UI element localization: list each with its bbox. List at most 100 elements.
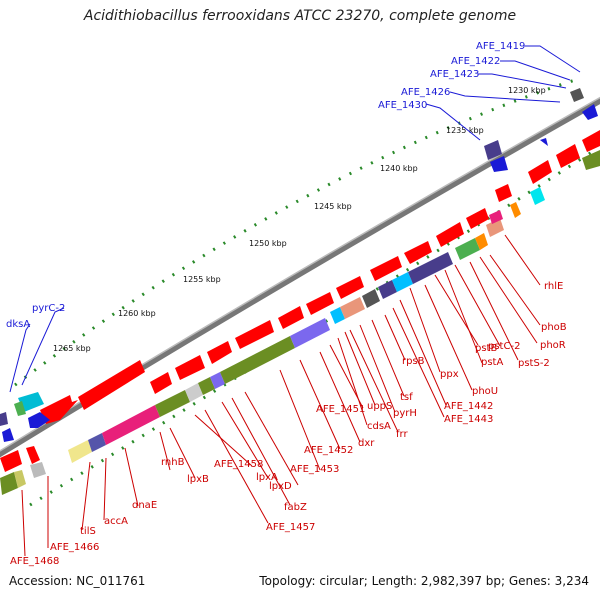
gene-arrow	[235, 320, 274, 349]
scale-tick-label: 1245 kbp	[314, 202, 352, 211]
gene-label-afe-1468: AFE_1468	[10, 556, 59, 567]
gene-label-rnhb: rnhB	[161, 457, 185, 468]
gene-label-afe-1422: AFE_1422	[451, 56, 500, 67]
gene-label-lpxa: lpxA	[256, 472, 278, 483]
gene-label-afe-1419: AFE_1419	[476, 41, 525, 52]
category-block	[102, 405, 160, 445]
gene-block	[18, 392, 44, 412]
blue-gene-label-text: AFE_1419 AFE_1422 AFE_1423 AFE_1426 AFE_…	[6, 41, 525, 330]
category-block	[408, 252, 453, 284]
category-block	[530, 187, 545, 205]
category-block	[486, 218, 504, 237]
gene-label-afe-1466: AFE_1466	[50, 542, 99, 553]
gene-label-phou: phoU	[472, 386, 498, 397]
gene-arrow	[175, 355, 205, 380]
gene-block	[570, 88, 584, 102]
forward-genes	[0, 130, 600, 472]
gene-label-lpxd: lpxD	[269, 481, 292, 492]
genome-summary-text: Topology: circular; Length: 2,982,397 bp…	[259, 574, 589, 588]
scale-arc	[14, 78, 576, 387]
category-block	[198, 377, 215, 395]
gene-label-dksa: dksA	[6, 319, 30, 330]
gene-arrow	[495, 184, 512, 202]
category-block	[88, 433, 106, 452]
gene-category-band	[0, 150, 600, 495]
category-block	[455, 238, 480, 260]
red-gene-leaders	[21, 234, 541, 557]
map-title: Acidithiobacillus ferrooxidans ATCC 2327…	[83, 8, 517, 24]
scale-tick-label: 1240 kbp	[380, 164, 418, 173]
category-block	[475, 233, 488, 250]
gene-label-afe-1423: AFE_1423	[430, 69, 479, 80]
gene-arrow	[404, 241, 432, 264]
gene-label-tsf: tsf	[400, 392, 413, 403]
scale-tick-label: 1265 kbp	[53, 344, 91, 353]
scale-tick-label: 1260 kbp	[118, 309, 156, 318]
gene-block	[14, 401, 26, 416]
genome-backbone-highlight	[0, 96, 600, 452]
gene-arrow	[370, 256, 402, 281]
category-block	[330, 307, 345, 324]
gene-arrow	[207, 341, 232, 364]
category-block	[185, 383, 203, 402]
category-block	[378, 280, 397, 299]
gene-arrow	[436, 222, 464, 247]
gene-label-lpxb: lpxB	[187, 474, 209, 485]
gene-label-pyrc-2: pyrC-2	[32, 303, 65, 314]
gene-label-afe-1430: AFE_1430	[378, 100, 427, 111]
gene-arrow	[2, 428, 14, 442]
gene-arrow	[278, 306, 304, 329]
accession-text: Accession: NC_011761	[9, 574, 146, 588]
gene-label-dxr: dxr	[358, 438, 375, 449]
gene-arrow	[582, 104, 598, 120]
gene-label-pstc-2: pstC-2	[488, 341, 520, 352]
gene-arrow	[540, 138, 548, 146]
category-block	[210, 372, 225, 389]
category-block	[582, 150, 600, 170]
gene-label-dnae: dnaE	[132, 500, 157, 511]
category-block	[392, 272, 413, 292]
blue-gene-labels	[9, 45, 581, 393]
gene-label-psta: pstA	[481, 357, 503, 368]
gene-arrow	[528, 160, 552, 184]
gene-label-afe-1453: AFE_1453	[290, 464, 339, 475]
gene-label-pyrh: pyrH	[393, 408, 417, 419]
gene-label-acca: accA	[104, 516, 128, 527]
gene-label-cdsa: cdsA	[367, 421, 391, 432]
category-block	[30, 462, 46, 478]
gene-label-afe-1457: AFE_1457	[266, 522, 315, 533]
gene-arrow	[582, 130, 600, 152]
red-gene-label-text: rhlE phoB phoR pstS-2 pstC-2 pstA pstB p…	[10, 281, 567, 567]
scale-ticks: 1230 kbp 1235 kbp 1240 kbp 1245 kbp 1250…	[53, 86, 546, 353]
category-block	[68, 440, 92, 463]
gene-label-phob: phoB	[541, 322, 567, 333]
gene-label-rhle: rhlE	[544, 281, 563, 292]
scale-tick-label: 1235 kbp	[446, 126, 484, 135]
gene-label-pstb: pstB	[475, 343, 497, 354]
category-block	[362, 289, 380, 308]
gene-arrow	[28, 412, 50, 428]
category-block	[0, 472, 18, 495]
gene-arrow	[78, 360, 145, 410]
category-block	[14, 470, 26, 488]
gene-label-fabz: fabZ	[284, 502, 307, 513]
category-block	[510, 202, 521, 218]
gene-label-phor: phoR	[540, 340, 566, 351]
gene-label-afe-1442: AFE_1442	[444, 401, 493, 412]
category-block	[290, 318, 330, 348]
gene-label-upps: uppS	[367, 401, 392, 412]
category-block	[489, 210, 503, 224]
gene-label-tils: tilS	[80, 526, 96, 537]
category-block	[340, 297, 365, 319]
gene-arrow	[466, 208, 489, 229]
gene-arrow	[336, 276, 364, 299]
gene-arrow	[150, 372, 172, 394]
scale-tick-label: 1250 kbp	[249, 239, 287, 248]
gene-block	[0, 412, 8, 426]
gene-arrow	[306, 292, 334, 315]
gene-arrow	[556, 144, 580, 168]
scale-tick-label: 1255 kbp	[183, 275, 221, 284]
gene-label-afe-1458: AFE_1458	[214, 459, 263, 470]
